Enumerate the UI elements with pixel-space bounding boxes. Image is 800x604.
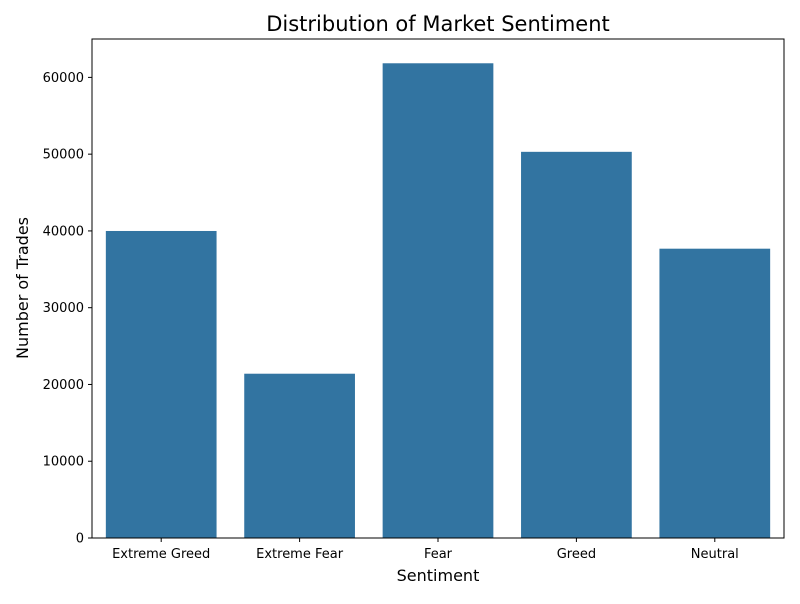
- x-axis: Extreme Greed Extreme Fear Fear Greed Neutra…: [112, 538, 739, 562]
- y-axis-label: Number of Trades: [13, 217, 32, 359]
- bar-fear: [382, 63, 494, 538]
- bar-extreme-fear: [244, 373, 355, 538]
- y-axis: 0 10000 20000 30000 40000 50000 60000: [43, 71, 92, 547]
- x-tick-label: Fear: [424, 547, 453, 562]
- x-tick-label: Extreme Fear: [256, 547, 344, 562]
- bar-neutral: [659, 248, 771, 538]
- x-axis-label: Sentiment: [397, 566, 480, 585]
- y-tick-label: 20000: [43, 378, 84, 393]
- x-tick-label: Neutral: [691, 547, 739, 562]
- x-tick-label: Greed: [557, 547, 596, 562]
- y-tick-label: 0: [76, 532, 84, 547]
- y-tick-label: 50000: [43, 148, 84, 163]
- y-tick-label: 40000: [43, 224, 84, 239]
- y-tick-label: 30000: [43, 301, 84, 316]
- y-tick-label: 10000: [43, 455, 84, 470]
- bars-layer: [105, 63, 771, 539]
- y-tick-label: 60000: [43, 71, 84, 86]
- chart-title: Distribution of Market Sentiment: [266, 12, 610, 36]
- bar-extreme-greed: [105, 230, 217, 539]
- plot-frame: [91, 38, 785, 539]
- bar-greed: [521, 151, 632, 538]
- x-tick-label: Extreme Greed: [112, 547, 210, 562]
